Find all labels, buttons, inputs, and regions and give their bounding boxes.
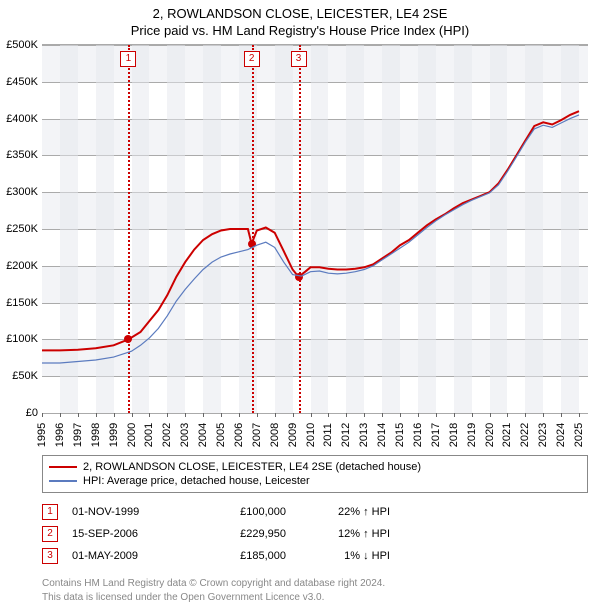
chart-subtitle: Price paid vs. HM Land Registry's House … xyxy=(0,23,600,38)
y-axis-label: £50K xyxy=(0,370,38,382)
event-badge: 1 xyxy=(42,504,58,520)
legend-label: HPI: Average price, detached house, Leic… xyxy=(83,475,310,487)
footer-line: Contains HM Land Registry data © Crown c… xyxy=(42,577,588,591)
series-line xyxy=(42,111,579,350)
x-axis-label: 2003 xyxy=(179,423,191,447)
chart-title: 2, ROWLANDSON CLOSE, LEICESTER, LE4 2SE xyxy=(0,6,600,21)
event-date: 15-SEP-2006 xyxy=(72,528,182,540)
events-table: 1 01-NOV-1999 £100,000 22% ↑ HPI 2 15-SEP-200… xyxy=(42,501,588,567)
x-axis-label: 1999 xyxy=(108,423,120,447)
x-axis-label: 2019 xyxy=(466,423,478,447)
legend-item: HPI: Average price, detached house, Leic… xyxy=(49,474,581,488)
event-price: £185,000 xyxy=(196,550,286,562)
y-axis-label: £100K xyxy=(0,333,38,345)
x-axis-label: 2016 xyxy=(412,423,424,447)
x-axis-label: 2015 xyxy=(394,423,406,447)
y-axis-label: £200K xyxy=(0,260,38,272)
legend: 2, ROWLANDSON CLOSE, LEICESTER, LE4 2SE … xyxy=(42,455,588,493)
x-axis-label: 2000 xyxy=(126,423,138,447)
x-axis-label: 2024 xyxy=(555,423,567,447)
legend-label: 2, ROWLANDSON CLOSE, LEICESTER, LE4 2SE … xyxy=(83,461,421,473)
event-badge: 3 xyxy=(42,548,58,564)
y-axis-label: £350K xyxy=(0,149,38,161)
x-axis-label: 2002 xyxy=(161,423,173,447)
event-row: 3 01-MAY-2009 £185,000 1% ↓ HPI xyxy=(42,545,588,567)
footer-line: This data is licensed under the Open Gov… xyxy=(42,591,588,604)
x-axis-label: 2013 xyxy=(358,423,370,447)
series-line xyxy=(42,115,579,363)
x-axis-label: 1997 xyxy=(72,423,84,447)
legend-swatch xyxy=(49,466,77,468)
event-row: 1 01-NOV-1999 £100,000 22% ↑ HPI xyxy=(42,501,588,523)
x-axis-label: 2017 xyxy=(430,423,442,447)
legend-swatch xyxy=(49,480,77,481)
legend-item: 2, ROWLANDSON CLOSE, LEICESTER, LE4 2SE … xyxy=(49,460,581,474)
x-axis-label: 2004 xyxy=(197,423,209,447)
event-delta: 12% ↑ HPI xyxy=(300,528,390,540)
event-date: 01-MAY-2009 xyxy=(72,550,182,562)
x-axis-label: 2010 xyxy=(305,423,317,447)
y-axis-label: £400K xyxy=(0,113,38,125)
x-axis-label: 2005 xyxy=(215,423,227,447)
event-date: 01-NOV-1999 xyxy=(72,506,182,518)
x-axis-label: 2014 xyxy=(376,423,388,447)
x-axis-label: 2023 xyxy=(537,423,549,447)
event-badge: 2 xyxy=(42,526,58,542)
x-axis-label: 2001 xyxy=(143,423,155,447)
y-axis-label: £150K xyxy=(0,297,38,309)
x-axis-label: 2022 xyxy=(519,423,531,447)
x-axis-label: 2021 xyxy=(501,423,513,447)
x-axis-label: 2025 xyxy=(573,423,585,447)
event-price: £229,950 xyxy=(196,528,286,540)
event-delta: 22% ↑ HPI xyxy=(300,506,390,518)
event-delta: 1% ↓ HPI xyxy=(300,550,390,562)
y-axis-label: £450K xyxy=(0,76,38,88)
x-axis-label: 2011 xyxy=(322,423,334,447)
y-axis-label: £300K xyxy=(0,186,38,198)
x-axis-label: 2020 xyxy=(484,423,496,447)
y-axis-label: £0 xyxy=(0,407,38,419)
gridline xyxy=(42,413,588,414)
x-axis-label: 2008 xyxy=(269,423,281,447)
event-price: £100,000 xyxy=(196,506,286,518)
x-axis-label: 2007 xyxy=(251,423,263,447)
x-axis-label: 1996 xyxy=(54,423,66,447)
y-axis-label: £250K xyxy=(0,223,38,235)
x-axis-label: 1998 xyxy=(90,423,102,447)
attribution: Contains HM Land Registry data © Crown c… xyxy=(42,577,588,604)
y-axis-label: £500K xyxy=(0,39,38,51)
x-axis-label: 2018 xyxy=(448,423,460,447)
x-axis-label: 2009 xyxy=(287,423,299,447)
event-row: 2 15-SEP-2006 £229,950 12% ↑ HPI xyxy=(42,523,588,545)
plot-area: £0£50K£100K£150K£200K£250K£300K£350K£400… xyxy=(42,44,588,413)
x-axis-label: 2006 xyxy=(233,423,245,447)
x-axis-label: 2012 xyxy=(340,423,352,447)
x-axis-label: 1995 xyxy=(36,423,48,447)
